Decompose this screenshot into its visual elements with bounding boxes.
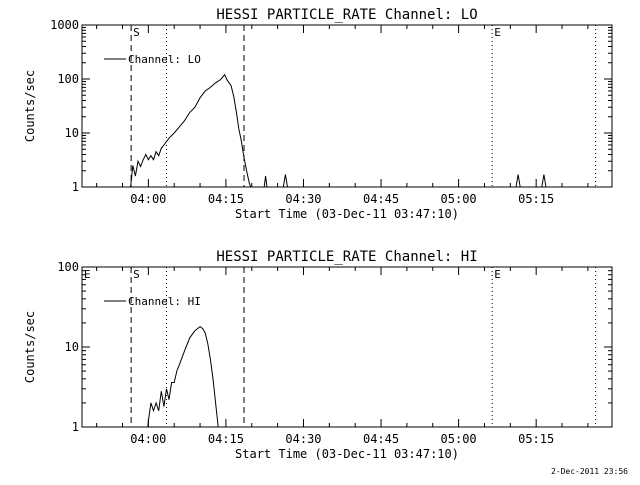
x-tick-label: 04:00: [130, 432, 166, 446]
y-axis-label: Counts/sec: [23, 70, 37, 142]
plot-frame: [81, 266, 613, 428]
x-tick-label: 04:15: [208, 192, 244, 206]
x-tick-label: 04:45: [363, 192, 399, 206]
y-tick-label: 10: [65, 340, 79, 354]
x-tick-label: 04:30: [285, 192, 321, 206]
y-tick-label: 1000: [50, 18, 79, 32]
x-tick-label: 04:30: [285, 432, 321, 446]
y-axis-label: Counts/sec: [23, 311, 37, 383]
x-tick-label: 04:00: [130, 192, 166, 206]
y-tick-label: 100: [57, 260, 79, 274]
plot-frame: [81, 24, 613, 188]
legend-label: Channel: LO: [128, 53, 201, 66]
event-marker-label: E: [494, 26, 501, 39]
x-tick-label: 05:00: [441, 432, 477, 446]
event-marker-label: S: [133, 26, 140, 39]
x-axis-label: Start Time (03-Dec-11 03:47:10): [235, 207, 459, 221]
chart-panel-1: HESSI PARTICLE_RATE Channel: HI Start Tim…: [23, 249, 613, 461]
x-axis-label: Start Time (03-Dec-11 03:47:10): [235, 447, 459, 461]
x-tick-label: 05:15: [518, 192, 554, 206]
series-line-0: [130, 73, 547, 187]
x-tick-label: 05:15: [518, 432, 554, 446]
legend-label: Channel: HI: [128, 295, 201, 308]
chart-title: HESSI PARTICLE_RATE Channel: LO: [216, 7, 477, 23]
event-marker-label: E: [84, 268, 91, 281]
chart-title: HESSI PARTICLE_RATE Channel: HI: [216, 249, 477, 265]
series-line-0: [147, 325, 219, 427]
x-tick-label: 04:45: [363, 432, 399, 446]
y-tick-label: 1: [72, 180, 79, 194]
x-tick-label: 05:00: [441, 192, 477, 206]
y-tick-label: 10: [65, 126, 79, 140]
x-tick-label: 04:15: [208, 432, 244, 446]
y-tick-label: 1: [72, 420, 79, 434]
footer-timestamp: 2-Dec-2011 23:56: [550, 467, 628, 476]
event-marker-label: S: [133, 268, 140, 281]
chart-panel-0: HESSI PARTICLE_RATE Channel: LO Start Tim…: [23, 7, 613, 221]
event-marker-label: E: [494, 268, 501, 281]
y-tick-label: 100: [57, 72, 79, 86]
